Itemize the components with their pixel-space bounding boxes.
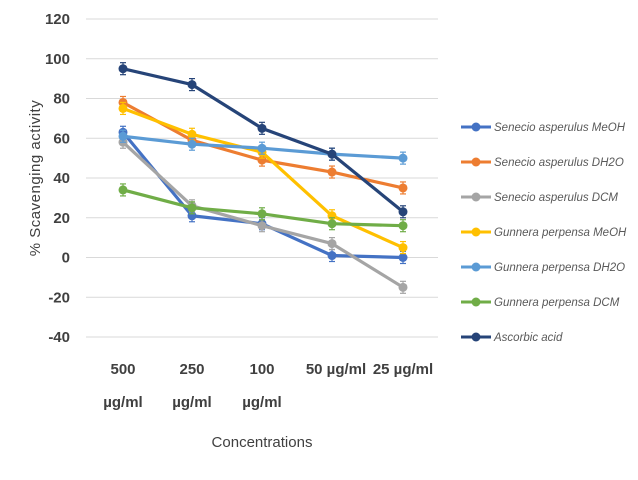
legend-label: Ascorbic acid	[493, 332, 563, 344]
y-tick-label: 60	[53, 130, 70, 147]
data-point	[257, 123, 267, 133]
data-point	[118, 131, 128, 141]
data-point	[118, 103, 128, 113]
y-tick-labels: -40 -20 0 20 40 60 80 100 120	[45, 11, 70, 346]
legend-label: Senecio asperulus DCM	[494, 192, 618, 204]
legend-item: Senecio asperulus DCM	[461, 192, 618, 204]
y-tick-label: 40	[53, 170, 70, 187]
legend-swatch-marker	[471, 332, 481, 342]
data-point	[398, 207, 408, 217]
series-lines	[118, 62, 408, 294]
legend-label: Senecio asperulus MeOH	[494, 122, 626, 134]
y-tick-label: -40	[48, 329, 70, 346]
data-point	[187, 203, 197, 213]
legend-swatch-marker	[471, 157, 481, 167]
y-tick-label: 100	[45, 51, 70, 68]
series-6	[118, 183, 408, 233]
series-7	[118, 62, 408, 219]
data-point	[118, 185, 128, 195]
y-axis-title: % Scavenging activity	[27, 100, 44, 256]
legend-item: Senecio asperulus DH2O	[461, 157, 624, 169]
y-tick-label: 0	[62, 250, 70, 267]
x-tick-label: µg/ml	[103, 394, 142, 411]
data-point	[398, 253, 408, 262]
data-point	[187, 80, 197, 90]
x-tick-label: 500	[110, 361, 135, 378]
legend-label: Gunnera perpensa DCM	[494, 297, 620, 309]
legend-swatch-marker	[471, 262, 481, 272]
legend-swatch-marker	[471, 192, 481, 202]
data-point	[327, 149, 337, 159]
data-point	[118, 64, 128, 74]
data-point	[187, 129, 197, 139]
data-point	[327, 167, 337, 177]
legend: Senecio asperulus MeOH Senecio asperulus …	[461, 122, 627, 344]
legend-item: Gunnera perpensa DCM	[461, 297, 620, 309]
data-point	[398, 243, 408, 253]
x-tick-label: µg/ml	[242, 394, 281, 411]
data-point	[398, 282, 408, 292]
legend-label: Gunnera perpensa DH2O	[494, 262, 625, 274]
x-tick-label: 25 µg/ml	[373, 361, 433, 378]
x-tick-label: 50 µg/ml	[306, 361, 366, 378]
y-tick-label: 20	[53, 210, 70, 227]
data-point	[327, 251, 337, 261]
data-point	[327, 239, 337, 249]
data-point	[398, 153, 408, 163]
y-tick-label: -20	[48, 289, 70, 306]
gridlines	[86, 18, 438, 338]
x-axis-title: Concentrations	[212, 434, 313, 451]
data-point	[257, 209, 267, 219]
legend-item: Senecio asperulus MeOH	[461, 122, 626, 134]
x-tick-label: 100	[249, 361, 274, 378]
y-tick-label: 120	[45, 11, 70, 28]
data-point	[327, 219, 337, 229]
legend-swatch-marker	[471, 122, 481, 132]
legend-item: Gunnera perpensa MeOH	[461, 227, 627, 239]
legend-swatch-marker	[471, 297, 481, 307]
legend-item: Ascorbic acid	[461, 332, 563, 344]
data-point	[398, 221, 408, 231]
data-point	[187, 139, 197, 149]
legend-label: Gunnera perpensa MeOH	[494, 227, 627, 239]
x-tick-label: 250	[179, 361, 204, 378]
y-tick-label: 80	[53, 91, 70, 108]
legend-label: Senecio asperulus DH2O	[494, 157, 624, 169]
data-point	[257, 221, 267, 231]
x-tick-label: µg/ml	[172, 394, 211, 411]
legend-swatch-marker	[471, 227, 481, 237]
x-tick-labels: 500 µg/ml 250 µg/ml 100 µg/ml 50 µg/ml 25 µg/ml	[103, 361, 433, 411]
data-point	[398, 183, 408, 193]
data-point	[257, 143, 267, 153]
legend-item: Gunnera perpensa DH2O	[461, 262, 625, 274]
